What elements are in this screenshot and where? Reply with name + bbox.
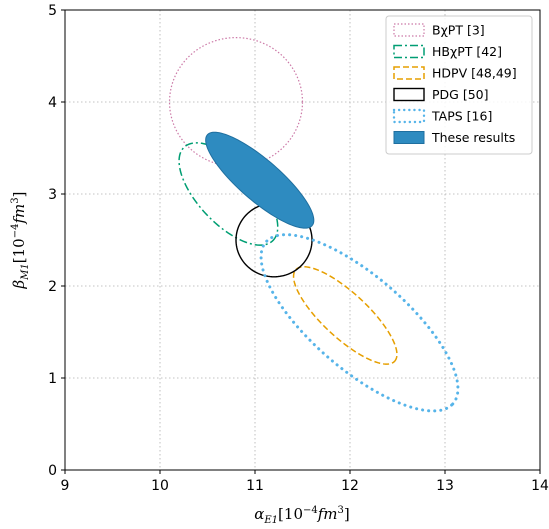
y-tick-label: 0: [48, 463, 57, 479]
y-axis-label: βM1[10−4fm3]: [10, 192, 31, 290]
legend-label: BχPT [3]: [432, 23, 485, 38]
y-tick-label: 4: [48, 95, 57, 111]
legend-label: PDG [50]: [432, 87, 488, 102]
ellipse-these-results: [205, 131, 315, 229]
ellipse-b-pt-3: [168, 36, 304, 168]
legend-swatch: [393, 87, 425, 102]
y-tick-label: 5: [48, 3, 57, 19]
y-tick-label: 1: [48, 371, 57, 387]
legend-label: These results: [431, 130, 515, 145]
legend-label: TAPS [16]: [431, 109, 492, 124]
legend-swatch: [393, 131, 425, 144]
legend-swatch: [393, 44, 425, 59]
x-tick-label: 14: [531, 478, 549, 494]
x-tick-label: 10: [151, 478, 169, 494]
legend-box: [385, 15, 533, 155]
plot-frame: [64, 9, 541, 471]
legend-label: HDPV [48,49]: [432, 66, 517, 81]
legend-swatch: [392, 108, 426, 124]
y-tick-label: 2: [48, 279, 57, 295]
x-tick-label: 13: [436, 478, 454, 494]
y-tick-label: 3: [48, 187, 57, 203]
ellipse-hdpv-48-49: [292, 266, 398, 365]
legend-label: HBχPT [42]: [432, 44, 502, 59]
x-tick-label: 11: [246, 478, 264, 494]
legend: BχPT [3] HBχPT [42] HDPV [48,49] PDG [50] TA…: [385, 15, 533, 155]
ellipse-layer: [168, 36, 460, 413]
legend-swatch: [393, 66, 425, 80]
ellipse-taps-16: [259, 233, 460, 413]
legend-swatch: [393, 23, 425, 37]
x-axis-label: αE1[10−4fm3]: [254, 505, 350, 526]
x-tick-label: 9: [61, 478, 70, 494]
x-tick-label: 12: [341, 478, 359, 494]
